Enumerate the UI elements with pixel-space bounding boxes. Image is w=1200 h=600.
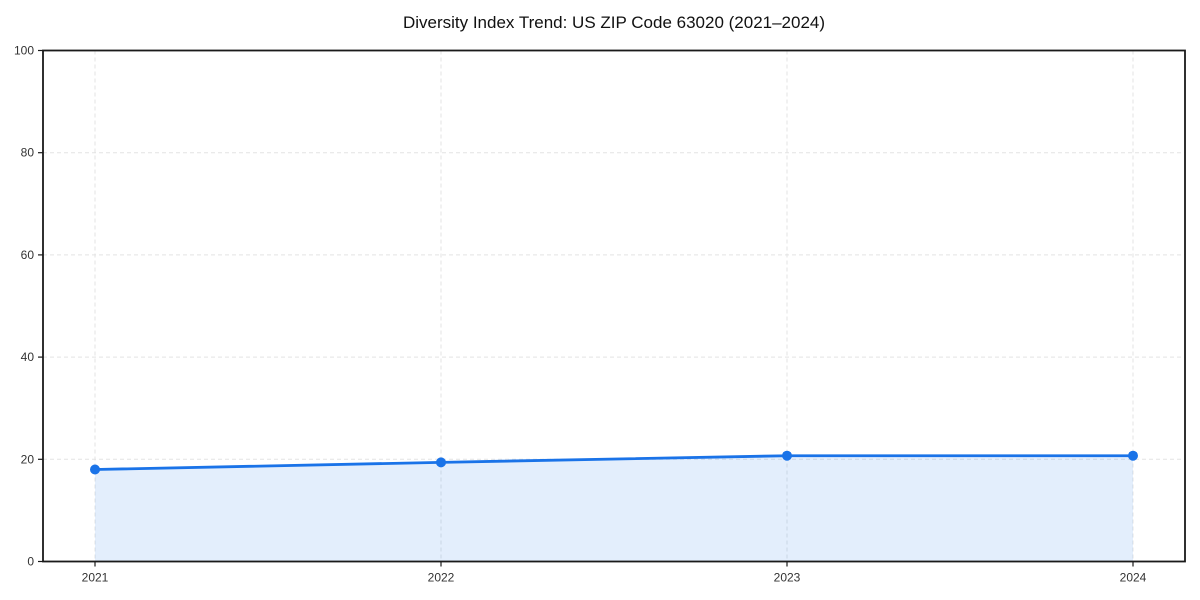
data-point-marker	[436, 457, 446, 468]
y-axis-tick-label: 60	[21, 248, 35, 262]
y-axis-tick-label: 40	[21, 350, 35, 364]
data-point-marker	[782, 450, 792, 461]
x-axis-tick-label: 2024	[1120, 571, 1147, 585]
y-axis-tick-label: 80	[21, 146, 35, 160]
area-fill	[95, 455, 1133, 562]
data-point-marker	[90, 464, 100, 475]
chart-title: Diversity Index Trend: US ZIP Code 63020…	[402, 13, 826, 32]
x-axis-tick-label: 2021	[82, 571, 109, 585]
y-axis-tick-label: 100	[14, 44, 34, 58]
trend-line	[93, 454, 1135, 471]
x-axis-tick-label: 2022	[428, 571, 455, 585]
y-axis-tick-label: 0	[27, 555, 34, 569]
y-axis-tick-label: 20	[21, 452, 35, 466]
data-point-marker	[1128, 450, 1138, 461]
plot-border	[42, 49, 1186, 563]
x-axis-tick-label: 2023	[774, 571, 801, 585]
